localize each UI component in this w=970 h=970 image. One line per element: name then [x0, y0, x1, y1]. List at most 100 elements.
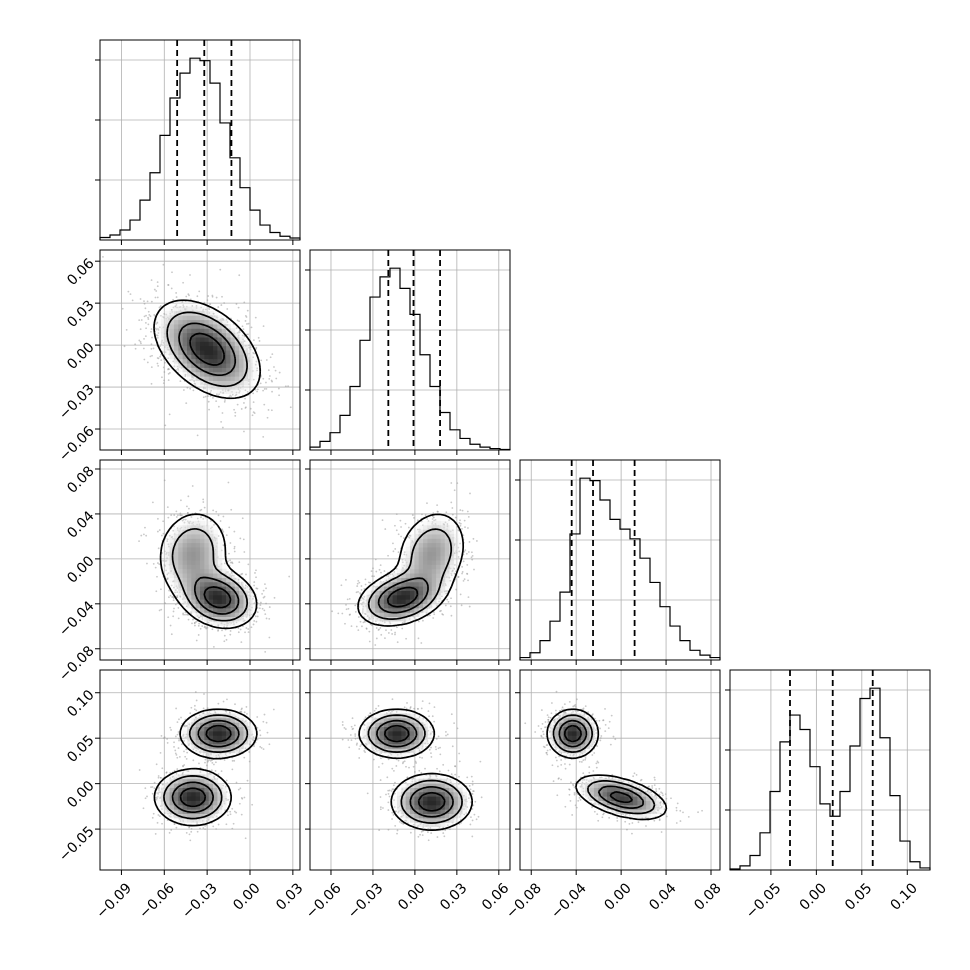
density-cell	[239, 336, 244, 342]
density-cell	[186, 350, 192, 355]
sample-point	[440, 591, 443, 593]
density-cell	[186, 358, 192, 364]
density-cell	[213, 350, 218, 355]
density-cell	[191, 341, 197, 347]
sample-point	[450, 572, 453, 575]
density-cell	[217, 546, 223, 552]
density-cell	[226, 603, 231, 609]
density-cell	[156, 341, 162, 347]
sample-point	[187, 495, 190, 498]
sample-point	[470, 551, 473, 554]
sample-point	[223, 400, 226, 403]
density-cell	[243, 599, 249, 604]
density-cell	[165, 310, 171, 316]
density-cell	[191, 380, 197, 386]
density-cell	[200, 332, 205, 338]
density-cell	[217, 345, 223, 351]
sample-point	[184, 374, 187, 376]
density-cell	[226, 577, 231, 583]
density-cell	[234, 363, 240, 368]
sample-point	[252, 623, 255, 626]
density-cell	[173, 590, 179, 596]
sample-point	[147, 316, 149, 319]
density-cell	[208, 310, 214, 316]
sample-point	[160, 343, 163, 346]
sample-point	[143, 302, 146, 305]
sample-point	[257, 336, 260, 339]
sample-point	[273, 596, 276, 599]
sample-point	[177, 617, 180, 620]
sample-point	[450, 597, 452, 600]
density-cell	[178, 363, 184, 368]
sample-point	[179, 512, 182, 515]
density-cell	[213, 599, 218, 604]
sample-point	[170, 633, 173, 636]
density-cell	[182, 371, 188, 377]
density-cell	[226, 336, 231, 342]
density-cell	[213, 555, 218, 561]
density-cell	[182, 573, 188, 578]
density-cell	[169, 306, 175, 312]
sample-point	[150, 328, 153, 330]
histogram-1	[309, 267, 511, 451]
density-cell	[234, 376, 240, 381]
sample-point	[254, 316, 257, 319]
density-cell	[178, 551, 184, 557]
sample-point	[244, 389, 247, 392]
density-cell	[195, 520, 201, 526]
density-cell	[191, 564, 197, 570]
sample-point	[451, 513, 454, 516]
sample-point	[466, 564, 469, 566]
sample-point	[360, 589, 363, 591]
density-cell	[247, 384, 253, 390]
sample-point	[170, 536, 173, 539]
sample-point	[253, 584, 255, 587]
sample-point	[236, 319, 239, 322]
sample-point	[231, 393, 234, 396]
sample-point	[177, 514, 179, 517]
density-cell	[200, 607, 205, 613]
density-cell	[239, 620, 244, 626]
density-cell	[234, 586, 240, 591]
sample-point	[249, 346, 252, 349]
density-cell	[252, 599, 258, 604]
density-cell	[165, 319, 171, 325]
sample-point	[357, 616, 360, 618]
density-cell	[195, 384, 201, 390]
sample-point	[102, 255, 104, 258]
density-cell	[230, 612, 236, 618]
density-cell	[200, 555, 205, 561]
density-cell	[213, 620, 218, 626]
sample-point	[172, 298, 174, 301]
density-cell	[182, 577, 188, 583]
density-cell	[204, 551, 210, 557]
sample-point	[225, 534, 228, 537]
density-cell	[186, 586, 192, 591]
sample-point	[217, 535, 220, 537]
density-cell	[230, 620, 236, 626]
density-cell	[226, 586, 231, 591]
sample-point	[167, 572, 170, 575]
sample-point	[245, 573, 247, 576]
density-cell	[247, 354, 253, 360]
sample-point	[256, 388, 259, 391]
panel-content	[100, 250, 300, 450]
density-cell	[221, 367, 227, 373]
density-cell	[165, 345, 171, 351]
density-cell	[169, 564, 175, 570]
density-cell	[221, 345, 227, 351]
density-cell	[200, 328, 205, 334]
density-cell	[243, 581, 249, 587]
density-cell	[213, 529, 218, 535]
density-cell	[256, 367, 262, 373]
density-cell	[208, 612, 214, 618]
sample-point	[396, 626, 398, 629]
sample-point	[148, 314, 151, 316]
density-cell	[160, 332, 166, 338]
sample-point	[263, 609, 266, 612]
sample-point	[453, 489, 456, 492]
density-cell	[204, 350, 210, 355]
density-cell	[173, 594, 179, 600]
sample-point	[164, 424, 167, 427]
sample-point	[223, 634, 226, 637]
